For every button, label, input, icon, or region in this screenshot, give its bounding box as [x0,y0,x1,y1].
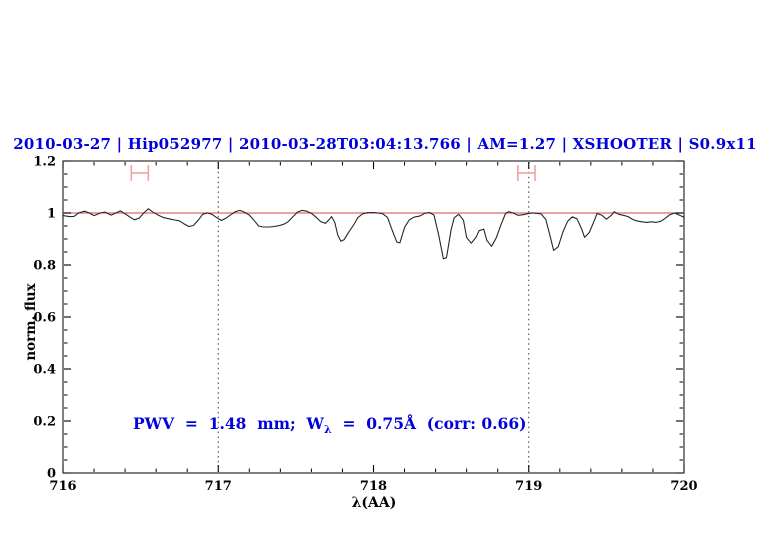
y-tick-label: 0.8 [33,259,56,274]
spectrum-line [62,208,685,260]
lambda-subscript: λ [323,423,332,436]
y-tick-label: 0 [47,467,56,482]
x-tick-label: 719 [515,479,542,494]
y-tick-label: 0.6 [33,311,56,326]
y-tick-label: 1 [47,207,56,222]
x-tick-label: 716 [49,479,76,494]
y-tick-label: 1.2 [33,155,56,170]
x-tick-label: 717 [205,479,232,494]
x-tick-label: 720 [670,479,697,494]
pwv-annotation: PWV = 1.48 mm; Wλ = 0.75Å (corr: 0.66) [133,414,526,436]
y-tick-label: 0.4 [33,363,56,378]
x-axis-label: λ(AA) [351,495,397,511]
axes-frame [62,160,685,474]
pwv-annotation-text: PWV = 1.48 mm; W [133,414,324,433]
figure-title: 2010-03-27 | Hip052977 | 2010-03-28T03:0… [13,135,757,153]
y-tick-label: 0.2 [33,415,56,430]
y-axis-label-text: norm. flux [23,283,39,361]
pwv-annotation-value: = 0.75Å (corr: 0.66) [331,414,527,433]
x-tick-label: 718 [360,479,387,494]
